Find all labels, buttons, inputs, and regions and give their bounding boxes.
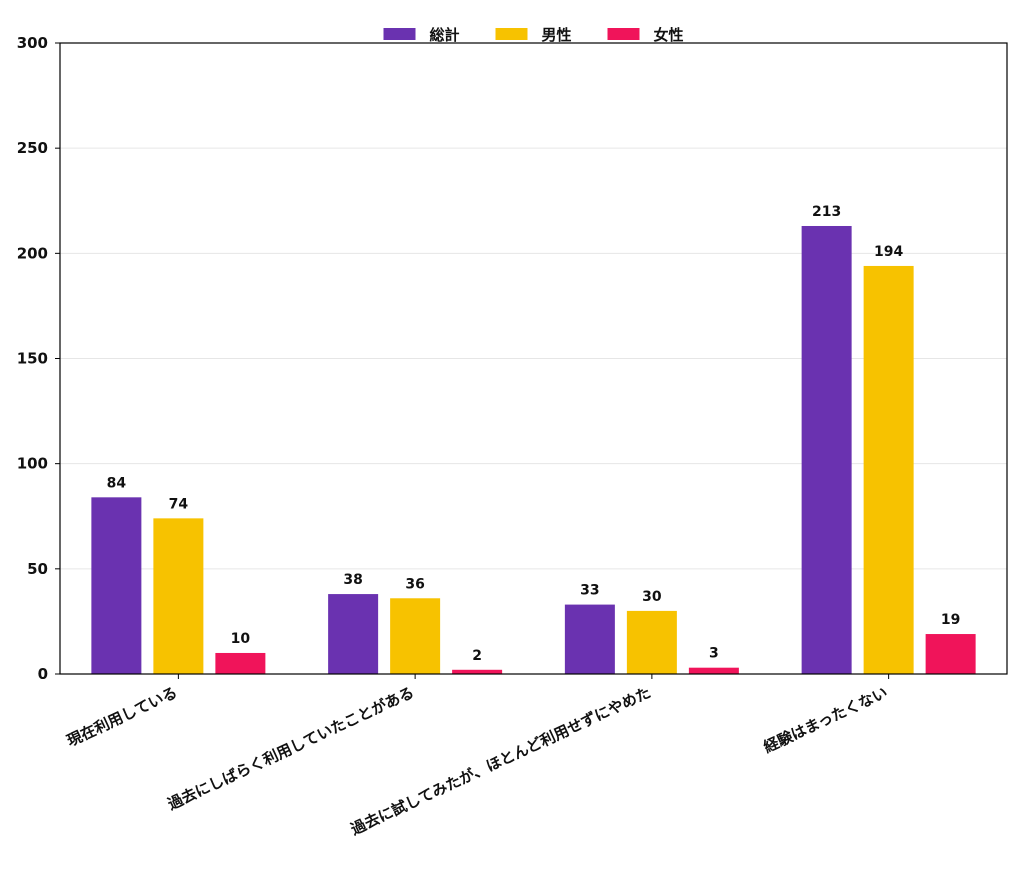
y-tick-label: 200 [17, 244, 48, 262]
x-axis: 現在利用している過去にしばらく利用していたことがある過去に試してみたが、ほとんど… [64, 674, 890, 839]
data-label: 84 [107, 475, 127, 491]
y-tick-label: 0 [38, 665, 48, 683]
bar [390, 598, 441, 674]
bar [925, 634, 976, 674]
category-label: 過去にしばらく利用していたことがある [164, 683, 417, 814]
data-label: 30 [642, 589, 662, 605]
y-tick-label: 150 [17, 350, 48, 368]
data-label: 38 [343, 572, 362, 588]
data-labels: 84 74 10 38 36 2 33 30 3 213 194 19 [107, 204, 961, 664]
legend-swatch [383, 28, 416, 40]
bar [215, 652, 266, 674]
bar [863, 265, 914, 674]
data-label: 194 [874, 244, 903, 260]
legend-label: 女性 [654, 26, 684, 44]
legend-label: 男性 [542, 26, 572, 44]
bar [452, 669, 503, 674]
bar [626, 610, 677, 674]
data-label: 36 [405, 576, 424, 592]
data-label: 2 [472, 648, 482, 664]
bars [91, 225, 976, 675]
y-tick-label: 300 [17, 34, 48, 52]
bar [153, 518, 204, 674]
data-label: 213 [812, 204, 841, 220]
bar [91, 497, 142, 674]
y-tick-label: 100 [17, 455, 48, 473]
data-label: 3 [709, 646, 719, 662]
bar [801, 225, 852, 675]
category-label: 現在利用している [64, 683, 180, 750]
data-label: 33 [580, 583, 599, 599]
y-axis: 0 50 100 150 200 250 300 [17, 34, 60, 683]
legend-swatch [607, 28, 640, 40]
data-label: 19 [941, 612, 960, 628]
legend-label: 総計 [430, 26, 460, 44]
y-tick-label: 50 [27, 560, 48, 578]
data-label: 74 [169, 496, 189, 512]
y-tick-label: 250 [17, 139, 48, 157]
bar [564, 604, 615, 674]
data-label: 10 [231, 631, 251, 647]
bar [328, 594, 379, 674]
category-label: 経験はまったくない [761, 683, 890, 756]
legend: 総計 男性 女性 [383, 26, 684, 44]
bar [688, 667, 739, 674]
legend-swatch [495, 28, 528, 40]
